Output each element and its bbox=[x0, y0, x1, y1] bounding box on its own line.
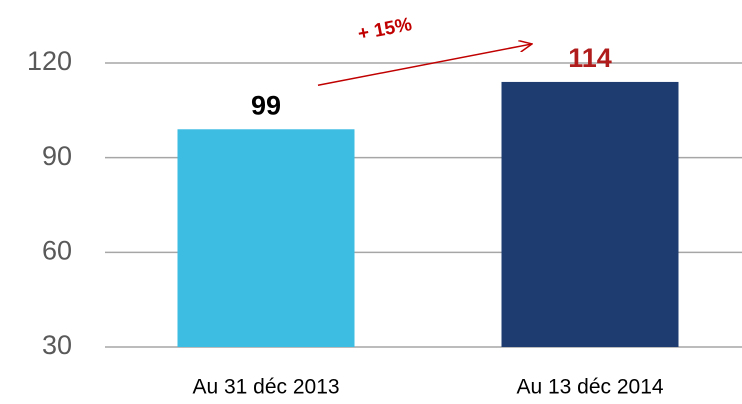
bar bbox=[501, 81, 679, 347]
bar bbox=[177, 129, 355, 347]
y-tick-label: 30 bbox=[42, 330, 72, 360]
x-tick-label: Au 13 déc 2014 bbox=[516, 376, 663, 399]
y-tick-label: 60 bbox=[42, 235, 72, 265]
y-tick-label: 120 bbox=[27, 46, 72, 76]
annotation-arrow bbox=[317, 44, 532, 87]
y-tick-label: 90 bbox=[42, 141, 72, 171]
annotation: + 15% bbox=[356, 14, 414, 45]
x-tick-label: Au 31 déc 2013 bbox=[192, 376, 339, 399]
data-label: 99 bbox=[251, 90, 281, 120]
data-label: 114 bbox=[568, 43, 612, 73]
